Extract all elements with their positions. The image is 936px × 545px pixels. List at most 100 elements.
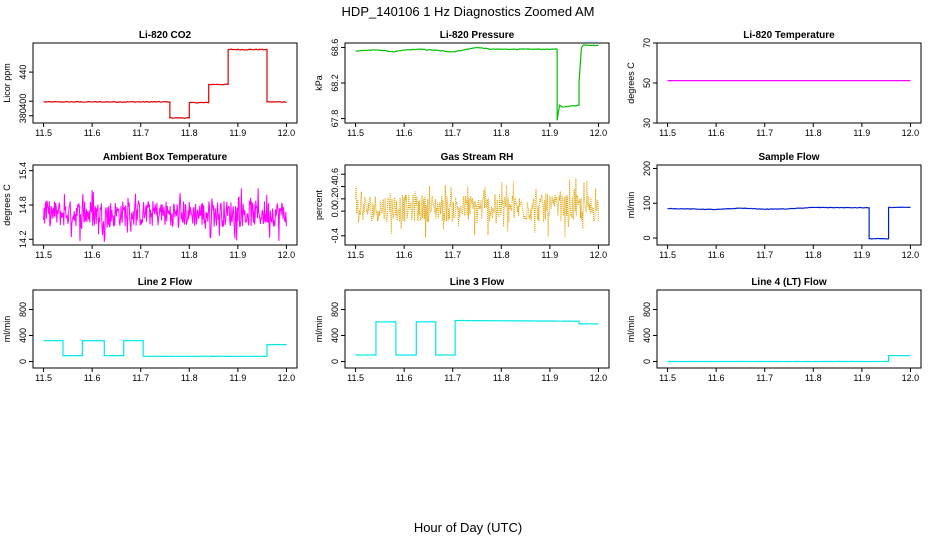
x-tick-label: 11.9: [541, 250, 558, 260]
x-tick-label: 12.0: [590, 250, 608, 260]
x-tick-label: 11.7: [132, 373, 149, 383]
plot-frame: [32, 42, 298, 124]
x-tick-label: 12.0: [590, 373, 608, 383]
plot-frame: [32, 289, 298, 369]
x-tick-label: 11.7: [444, 250, 461, 260]
y-axis-label: ml/min: [626, 192, 636, 219]
panel-3: Li-820 Temperature degrees C 11.5 11.6 11.7 1…: [626, 30, 922, 138]
x-tick-label: 11.9: [853, 250, 870, 260]
y-tick-label: 800: [18, 302, 28, 317]
y-tick-label: 0: [642, 359, 652, 364]
x-tick-label: 11.6: [84, 250, 101, 260]
y-axis-label: ml/min: [626, 316, 636, 343]
y-tick-label: 30: [642, 118, 652, 128]
x-tick-label: 11.9: [853, 128, 870, 138]
panel-6: Sample Flow ml/min 11.5 11.6 11.7 11.8 11.9 12.…: [626, 152, 922, 260]
panel-title: Gas Stream RH: [441, 152, 514, 163]
y-tick-label: 400: [18, 94, 28, 109]
series-line: [43, 339, 287, 358]
x-tick-label: 11.5: [659, 250, 676, 260]
x-tick-label: 11.5: [659, 128, 676, 138]
x-tick-label: 11.6: [396, 128, 413, 138]
y-axis-label: percent: [314, 189, 324, 220]
plot-frame: [656, 289, 922, 369]
y-tick-label: 400: [18, 328, 28, 343]
x-tick-label: 11.6: [708, 128, 725, 138]
x-tick-label: 11.8: [181, 250, 198, 260]
y-tick-label: 14.8: [18, 196, 28, 214]
y-axis-label: ml/min: [314, 316, 324, 343]
plot-frame: [656, 42, 922, 124]
y-tick-label: 0: [642, 236, 652, 241]
x-tick-label: 11.5: [347, 128, 364, 138]
y-tick-label: 70: [642, 38, 652, 48]
y-tick-label: 68.2: [330, 74, 340, 92]
y-tick-label: 380: [18, 108, 28, 123]
panel-title: Sample Flow: [758, 152, 819, 163]
x-tick-label: 11.7: [132, 128, 149, 138]
y-tick-label: 0.4: [330, 180, 340, 193]
series-line: [355, 319, 599, 356]
x-tick-label: 11.6: [396, 250, 413, 260]
x-tick-label: 11.7: [132, 250, 149, 260]
x-tick-label: 12.0: [278, 128, 296, 138]
series-line: [43, 188, 287, 242]
x-tick-label: 11.7: [756, 128, 773, 138]
x-tick-label: 11.6: [84, 128, 101, 138]
x-tick-label: 12.0: [902, 250, 920, 260]
x-tick-label: 11.9: [853, 373, 870, 383]
panel-title: Li-820 CO2: [139, 30, 192, 41]
x-tick-label: 11.7: [756, 373, 773, 383]
series-line: [667, 354, 911, 363]
y-tick-label: 0: [18, 359, 28, 364]
x-tick-label: 11.7: [756, 250, 773, 260]
panel-title: Ambient Box Temperature: [103, 152, 228, 163]
panel-title: Line 3 Flow: [450, 277, 505, 288]
y-tick-label: 100: [642, 196, 652, 211]
y-tick-label: 0.6: [330, 168, 340, 181]
x-tick-label: 11.7: [444, 373, 461, 383]
x-tick-label: 11.8: [493, 128, 510, 138]
x-tick-label: 12.0: [902, 128, 920, 138]
panel-7: Line 2 Flow ml/min 11.5 11.6 11.7 11.8 11.9 12.…: [2, 277, 298, 383]
x-tick-label: 11.9: [229, 128, 246, 138]
y-axis-label: kPa: [314, 75, 324, 91]
x-tick-label: 12.0: [278, 373, 296, 383]
x-tick-label: 11.9: [229, 250, 246, 260]
y-tick-label: 200: [642, 161, 652, 176]
plot-frame: [344, 164, 610, 246]
y-tick-label: 0: [330, 359, 340, 364]
y-tick-label: 800: [642, 302, 652, 317]
panel-title: Line 2 Flow: [138, 277, 193, 288]
x-tick-label: 11.6: [84, 373, 101, 383]
x-tick-label: 11.6: [708, 373, 725, 383]
plot-frame: [656, 164, 922, 246]
y-tick-label: 440: [18, 65, 28, 80]
panel-title: Line 4 (LT) Flow: [751, 277, 827, 288]
x-tick-label: 12.0: [278, 250, 296, 260]
panel-title: Li-820 Pressure: [440, 30, 515, 41]
series-line: [355, 178, 599, 238]
panel-title: Li-820 Temperature: [743, 30, 835, 41]
x-tick-label: 11.5: [659, 373, 676, 383]
x-tick-label: 11.8: [181, 128, 198, 138]
x-tick-label: 11.8: [805, 128, 822, 138]
x-tick-label: 11.7: [444, 128, 461, 138]
x-tick-label: 11.6: [396, 373, 413, 383]
panels: Li-820 CO2 Licor ppm 11.5 11.6 11.7 11.8 11.9 1…: [2, 30, 922, 383]
y-axis-label: ml/min: [2, 316, 12, 343]
y-tick-label: 0.0: [330, 205, 340, 218]
y-tick-label: 400: [330, 328, 340, 343]
y-tick-label: 14.2: [18, 231, 28, 249]
panel-5: Gas Stream RH percent 11.5 11.6 11.7 11.8 11.9…: [314, 152, 610, 260]
x-tick-label: 12.0: [590, 128, 608, 138]
x-tick-label: 11.8: [181, 373, 198, 383]
y-tick-label: 15.4: [18, 162, 28, 180]
x-tick-label: 11.8: [493, 373, 510, 383]
panel-8: Line 3 Flow ml/min 11.5 11.6 11.7 11.8 11.9 12.…: [314, 277, 610, 383]
x-tick-label: 11.9: [229, 373, 246, 383]
x-tick-label: 11.5: [35, 250, 52, 260]
x-tick-label: 11.5: [35, 128, 52, 138]
y-tick-label: 0.2: [330, 193, 340, 206]
